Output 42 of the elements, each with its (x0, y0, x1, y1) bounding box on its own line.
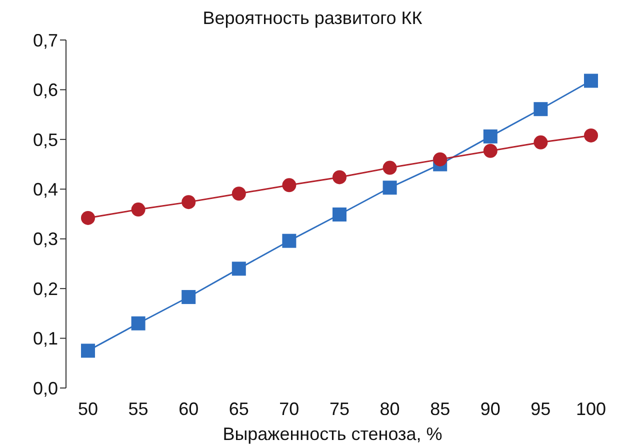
x-tick-label: 55 (128, 398, 148, 419)
y-tick-label: 0,0 (32, 378, 58, 398)
point (81, 344, 95, 358)
x-tick-label: 50 (78, 398, 98, 419)
point (483, 129, 498, 144)
point (433, 152, 448, 166)
y-tick-label: 0,5 (32, 130, 58, 150)
point (232, 186, 246, 201)
chart-title: Вероятность развитого КК (202, 8, 424, 29)
point (131, 316, 146, 330)
x-tick-label: 60 (178, 398, 199, 419)
point (382, 160, 397, 175)
x-tick-label: 80 (380, 398, 400, 419)
point (534, 135, 548, 150)
point (182, 195, 196, 210)
x-tick-label: 90 (480, 398, 500, 419)
y-tick-label: 0,7 (32, 30, 58, 50)
point (81, 210, 95, 225)
y-tick-label: 0,1 (32, 328, 58, 349)
point (282, 178, 296, 192)
point (483, 144, 498, 158)
x-tick-label: 95 (530, 398, 551, 419)
x-axis-title: Выраженность стеноза, % (222, 424, 444, 445)
point (131, 202, 146, 217)
x-tick-label: 75 (329, 398, 350, 419)
x-tick-label: 100 (576, 398, 606, 419)
y-tick-label: 0,6 (32, 80, 58, 100)
y-tick-label: 0,3 (32, 229, 58, 250)
y-tick-label: 0,2 (32, 278, 58, 299)
point (332, 207, 346, 222)
point (584, 74, 598, 88)
x-tick-label: 65 (228, 398, 249, 419)
point (332, 170, 346, 184)
point (182, 290, 196, 304)
point (232, 262, 246, 276)
y-tick-label: 0,4 (32, 180, 58, 200)
point (584, 128, 598, 142)
point (382, 180, 397, 195)
x-tick-label: 70 (279, 398, 300, 419)
point (534, 102, 548, 116)
point (282, 234, 296, 248)
x-tick-label: 85 (430, 398, 450, 419)
